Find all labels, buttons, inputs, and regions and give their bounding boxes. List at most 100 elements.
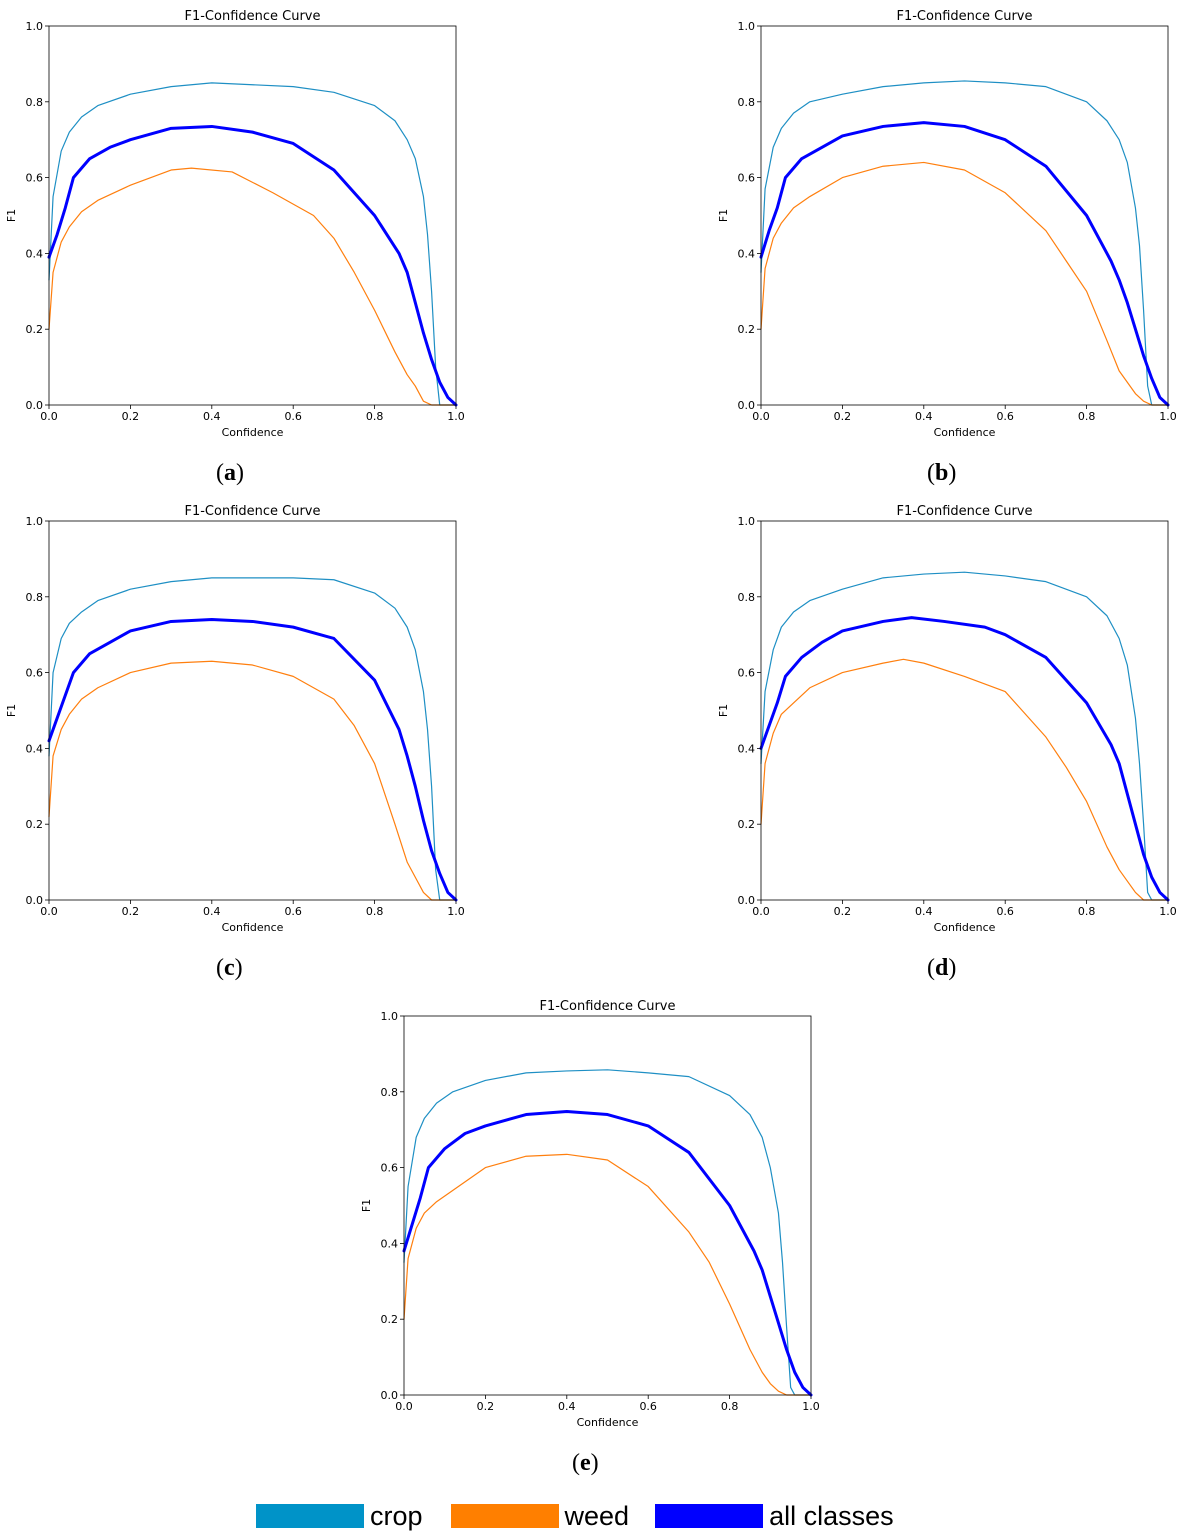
plot-frame bbox=[760, 25, 1169, 406]
legend-swatch-all-classes bbox=[655, 1504, 764, 1528]
caption-close: ) bbox=[234, 955, 243, 981]
legend: crop weed all classes bbox=[256, 1498, 910, 1534]
x-tick-label: 0.2 bbox=[834, 905, 852, 918]
chart-e: F1-Confidence Curve 0.0 0.2 0.4 0.6 0.8 1.0 0.0… bbox=[360, 999, 820, 1429]
legend-item-crop: crop bbox=[256, 1501, 423, 1532]
chart-b: F1-Confidence Curve 0.0 0.2 0.4 0.6 0.8 1.0 0.0… bbox=[717, 9, 1177, 439]
x-axis-label: Confidence bbox=[577, 1416, 639, 1429]
caption-letter: c bbox=[224, 955, 235, 981]
plot-frame bbox=[48, 25, 457, 406]
y-tick-label: 0.4 bbox=[26, 742, 44, 755]
y-tick-label: 0.0 bbox=[738, 894, 756, 907]
series-line-weed bbox=[48, 167, 457, 406]
series-line-all-classes bbox=[759, 616, 1170, 902]
y-tick-label: 0.2 bbox=[26, 818, 44, 831]
x-tick-label: 1.0 bbox=[447, 410, 465, 423]
y-axis-label: F1 bbox=[717, 209, 730, 222]
x-axis-label: Confidence bbox=[934, 426, 996, 439]
y-tick-label: 0.6 bbox=[26, 172, 44, 185]
caption-close: ) bbox=[948, 955, 957, 981]
caption-letter: b bbox=[935, 460, 949, 486]
chart-c: F1-Confidence Curve 0.0 0.2 0.4 0.6 0.8 1.0 0.0… bbox=[5, 504, 465, 934]
caption-open: ( bbox=[927, 955, 935, 981]
series-line-crop bbox=[403, 1069, 812, 1396]
series-line-weed bbox=[760, 161, 1169, 406]
chart-panel-b: F1-Confidence Curve 0.0 0.2 0.4 0.6 0.8 1.0 0.0… bbox=[712, 0, 1182, 450]
chart-title: F1-Confidence Curve bbox=[539, 999, 675, 1014]
y-tick-label: 0.0 bbox=[26, 399, 44, 412]
series-line-all-classes bbox=[47, 124, 458, 407]
caption-letter: a bbox=[224, 460, 236, 486]
x-tick-label: 0.2 bbox=[122, 905, 140, 918]
x-tick-label: 0.4 bbox=[203, 905, 221, 918]
x-tick-label: 1.0 bbox=[447, 905, 465, 918]
y-tick-label: 0.0 bbox=[26, 894, 44, 907]
chart-title: F1-Confidence Curve bbox=[896, 504, 1032, 519]
x-tick-label: 0.8 bbox=[366, 905, 384, 918]
caption-open: ( bbox=[216, 460, 224, 486]
chart-panel-d: F1-Confidence Curve 0.0 0.2 0.4 0.6 0.8 1.0 0.0… bbox=[712, 495, 1182, 945]
series-line-all-classes bbox=[759, 121, 1170, 407]
plot-frame bbox=[760, 520, 1169, 901]
y-tick-label: 0.6 bbox=[381, 1162, 399, 1175]
y-axis-label: F1 bbox=[5, 704, 18, 717]
caption-open: ( bbox=[927, 460, 935, 486]
plot-frame bbox=[403, 1015, 812, 1396]
chart-panel-e: F1-Confidence Curve 0.0 0.2 0.4 0.6 0.8 1.0 0.0… bbox=[355, 990, 825, 1440]
caption-letter: e bbox=[580, 1450, 591, 1476]
legend-item-all-classes: all classes bbox=[655, 1501, 894, 1532]
caption-close: ) bbox=[590, 1450, 599, 1476]
y-tick-label: 0.2 bbox=[381, 1313, 399, 1326]
x-tick-label: 0.4 bbox=[915, 410, 933, 423]
y-tick-label: 0.4 bbox=[738, 742, 756, 755]
legend-swatch-weed bbox=[450, 1504, 559, 1528]
chart-title: F1-Confidence Curve bbox=[896, 9, 1032, 24]
y-tick-label: 0.8 bbox=[381, 1086, 399, 1099]
caption-c: (c) bbox=[216, 955, 243, 982]
y-tick-label: 0.0 bbox=[738, 399, 756, 412]
x-axis-label: Confidence bbox=[222, 426, 284, 439]
series-line-all-classes bbox=[47, 618, 458, 902]
x-tick-label: 0.6 bbox=[639, 1400, 657, 1413]
y-axis-label: F1 bbox=[360, 1199, 373, 1212]
y-tick-label: 0.8 bbox=[738, 591, 756, 604]
x-tick-label: 0.0 bbox=[752, 905, 770, 918]
series-line-weed bbox=[760, 658, 1169, 901]
x-tick-label: 0.6 bbox=[284, 905, 302, 918]
caption-open: ( bbox=[572, 1450, 580, 1476]
chart-panel-c: F1-Confidence Curve 0.0 0.2 0.4 0.6 0.8 1.0 0.0… bbox=[0, 495, 470, 945]
x-tick-label: 1.0 bbox=[1159, 905, 1177, 918]
caption-letter: d bbox=[935, 955, 949, 981]
y-tick-label: 0.0 bbox=[381, 1389, 399, 1402]
x-tick-label: 0.0 bbox=[395, 1400, 413, 1413]
y-tick-label: 0.8 bbox=[738, 96, 756, 109]
caption-e: (e) bbox=[572, 1450, 599, 1477]
series-line-weed bbox=[403, 1153, 812, 1396]
y-tick-label: 0.6 bbox=[26, 667, 44, 680]
caption-b: (b) bbox=[927, 460, 956, 487]
caption-a: (a) bbox=[216, 460, 244, 487]
x-axis-label: Confidence bbox=[934, 921, 996, 934]
x-tick-label: 0.8 bbox=[1078, 905, 1096, 918]
legend-label-crop: crop bbox=[370, 1500, 423, 1531]
x-tick-label: 0.2 bbox=[122, 410, 140, 423]
legend-swatch-crop bbox=[256, 1504, 364, 1528]
y-tick-label: 0.2 bbox=[738, 323, 756, 336]
x-tick-label: 0.6 bbox=[996, 410, 1014, 423]
chart-panel-a: F1-Confidence Curve 0.0 0.2 0.4 0.6 0.8 1.0 0.0… bbox=[0, 0, 470, 450]
y-tick-label: 0.4 bbox=[381, 1237, 399, 1250]
series-line-all-classes bbox=[402, 1110, 813, 1397]
caption-open: ( bbox=[216, 955, 224, 981]
chart-a: F1-Confidence Curve 0.0 0.2 0.4 0.6 0.8 1.0 0.0… bbox=[5, 9, 465, 439]
y-tick-label: 1.0 bbox=[738, 515, 756, 528]
x-tick-label: 0.8 bbox=[366, 410, 384, 423]
x-tick-label: 0.0 bbox=[40, 410, 58, 423]
x-tick-label: 0.6 bbox=[996, 905, 1014, 918]
y-tick-label: 0.6 bbox=[738, 172, 756, 185]
y-tick-label: 0.8 bbox=[26, 591, 44, 604]
series-line-crop bbox=[48, 82, 457, 406]
legend-label-weed: weed bbox=[564, 1500, 630, 1531]
series-line-crop bbox=[48, 577, 457, 901]
x-tick-label: 0.8 bbox=[1078, 410, 1096, 423]
x-tick-label: 0.4 bbox=[558, 1400, 576, 1413]
